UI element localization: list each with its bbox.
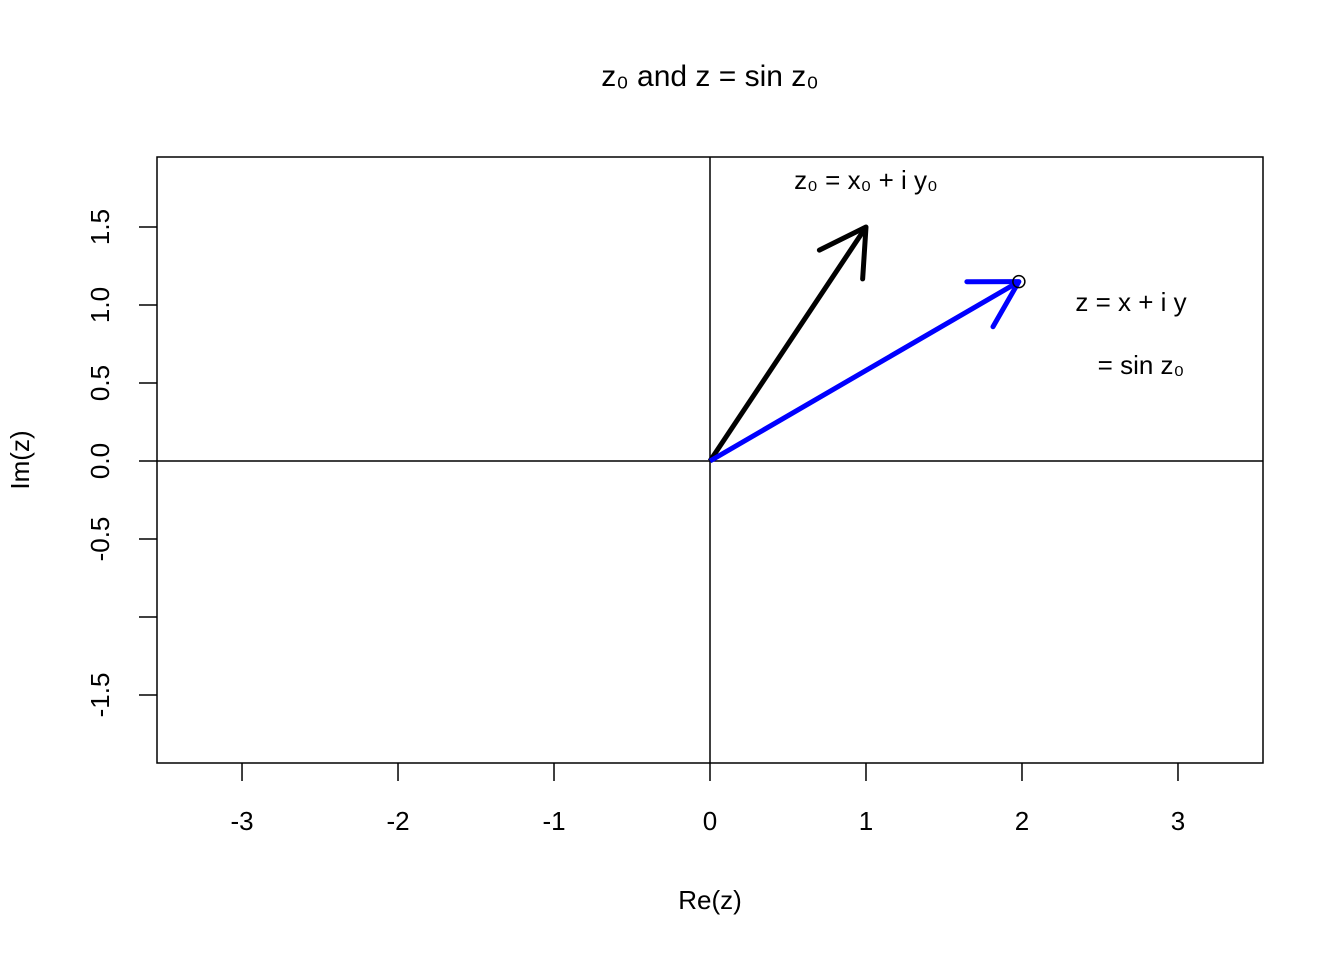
y-tick-label: -0.5 xyxy=(85,517,115,562)
x-tick-label: 0 xyxy=(703,806,717,836)
x-axis-label: Re(z) xyxy=(678,885,742,915)
vector-shaft xyxy=(708,279,1021,464)
x-tick-label: 1 xyxy=(859,806,873,836)
x-tick-label: -2 xyxy=(386,806,409,836)
y-tick-label: 1.5 xyxy=(85,209,115,245)
x-tick-label: -3 xyxy=(230,806,253,836)
vector-shaft xyxy=(707,225,869,463)
y-tick-label: 0.5 xyxy=(85,365,115,401)
vector-head xyxy=(964,279,1022,330)
x-tick-label: 3 xyxy=(1171,806,1185,836)
annotation: = sin z₀ xyxy=(1098,350,1185,380)
x-tick-label: 2 xyxy=(1015,806,1029,836)
vector-head xyxy=(816,224,869,282)
annotation: z = x + i y xyxy=(1075,287,1186,317)
y-axis-label: Im(z) xyxy=(5,430,35,489)
y-tick-label: -1.5 xyxy=(85,673,115,718)
chart-title: z₀ and z = sin z₀ xyxy=(601,60,819,93)
y-tick-label: 1.0 xyxy=(85,287,115,323)
y-tick-label: 0.0 xyxy=(85,443,115,479)
x-tick-label: -1 xyxy=(542,806,565,836)
annotation: z₀ = x₀ + i y₀ xyxy=(794,165,938,195)
point xyxy=(1012,274,1026,289)
